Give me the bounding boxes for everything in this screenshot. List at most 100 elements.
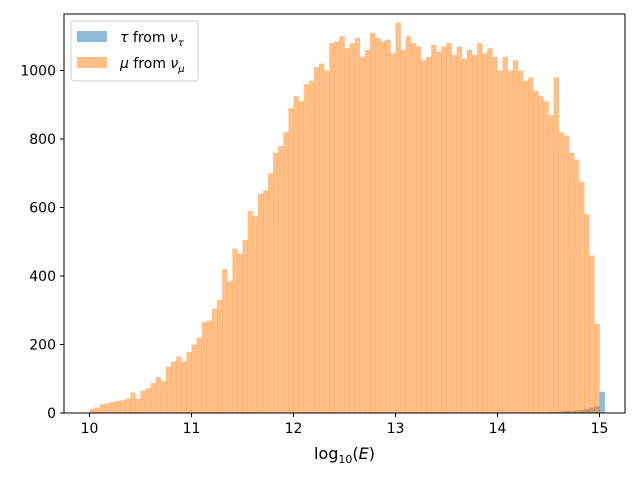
y-tick-label: 600	[29, 201, 56, 217]
bar	[288, 108, 294, 414]
bar	[109, 402, 116, 413]
bar	[232, 248, 238, 413]
bar	[344, 48, 350, 413]
bar	[375, 37, 381, 413]
plot-frame	[63, 13, 626, 414]
bar	[543, 101, 549, 413]
bar	[308, 80, 315, 413]
y-tick-label: 400	[29, 269, 56, 285]
bar	[512, 60, 519, 414]
bar	[370, 32, 376, 414]
bar	[247, 210, 253, 413]
x-tick-label: 15	[591, 421, 609, 437]
bar	[599, 391, 605, 413]
bar	[574, 159, 580, 413]
bar	[176, 356, 182, 413]
bar	[553, 77, 559, 414]
bar	[303, 84, 310, 414]
x-axis: 10 11 12 13 14 15	[81, 413, 609, 437]
bar	[171, 361, 177, 413]
bar	[533, 91, 539, 413]
bar	[313, 67, 320, 413]
bar	[517, 70, 524, 413]
bar	[150, 383, 157, 413]
bar	[186, 352, 192, 413]
bar	[324, 70, 330, 413]
bar	[293, 96, 299, 413]
legend: τ from ντ μ from νμ	[70, 20, 199, 82]
bar	[548, 115, 554, 413]
bar	[329, 43, 335, 414]
bar	[589, 255, 595, 413]
bar	[523, 80, 529, 413]
legend-swatch	[77, 31, 107, 42]
legend-swatch	[77, 57, 107, 68]
bar	[528, 77, 534, 414]
y-tick-label: 1000	[20, 64, 56, 80]
bar	[354, 37, 361, 413]
bar	[273, 152, 279, 413]
bar	[594, 323, 600, 413]
bar	[334, 41, 340, 414]
bar	[339, 36, 345, 413]
legend-label: μ from νμ	[119, 56, 185, 75]
bar	[104, 403, 111, 413]
bar	[477, 43, 483, 414]
bar	[252, 216, 259, 413]
bar	[482, 53, 488, 413]
bar	[385, 39, 391, 413]
bar	[206, 320, 213, 413]
bar	[283, 132, 289, 413]
bar	[115, 401, 121, 413]
bar	[451, 55, 457, 413]
bar	[436, 51, 442, 414]
bar	[568, 152, 575, 413]
bar	[538, 96, 544, 413]
x-tick-label: 10	[81, 421, 99, 437]
x-axis-label: log10(E)	[314, 444, 375, 466]
bar	[99, 404, 106, 413]
bar	[166, 366, 172, 413]
bar	[446, 43, 452, 414]
bar	[237, 253, 243, 413]
legend-label: τ from ντ	[120, 30, 185, 49]
bar	[120, 400, 126, 413]
bar	[584, 214, 590, 413]
bar	[160, 381, 167, 413]
bar	[558, 132, 565, 413]
bar	[130, 392, 136, 413]
bar	[145, 388, 151, 413]
bar	[390, 53, 396, 413]
bar	[319, 63, 325, 413]
bar	[211, 308, 218, 413]
bar	[487, 48, 493, 413]
bar	[472, 55, 478, 413]
bar	[563, 135, 570, 413]
bar	[222, 269, 228, 413]
bar	[415, 46, 422, 413]
bar	[268, 173, 274, 413]
bar	[89, 408, 95, 413]
bar	[201, 322, 208, 413]
bar	[125, 398, 131, 413]
bar	[155, 377, 162, 413]
bar	[227, 281, 233, 413]
bar	[278, 145, 284, 414]
series-mu-bars	[89, 22, 600, 414]
bar	[349, 43, 355, 414]
bar	[262, 190, 269, 413]
bar	[217, 299, 223, 413]
bar	[441, 46, 447, 413]
bar	[395, 22, 401, 414]
bar	[400, 49, 406, 414]
bar	[461, 58, 468, 414]
bar	[359, 56, 366, 414]
bar	[181, 361, 187, 413]
bar	[405, 36, 412, 413]
bar	[456, 46, 463, 413]
bar	[196, 337, 202, 413]
bar	[242, 240, 248, 413]
bar	[497, 70, 503, 413]
bar	[135, 398, 141, 413]
